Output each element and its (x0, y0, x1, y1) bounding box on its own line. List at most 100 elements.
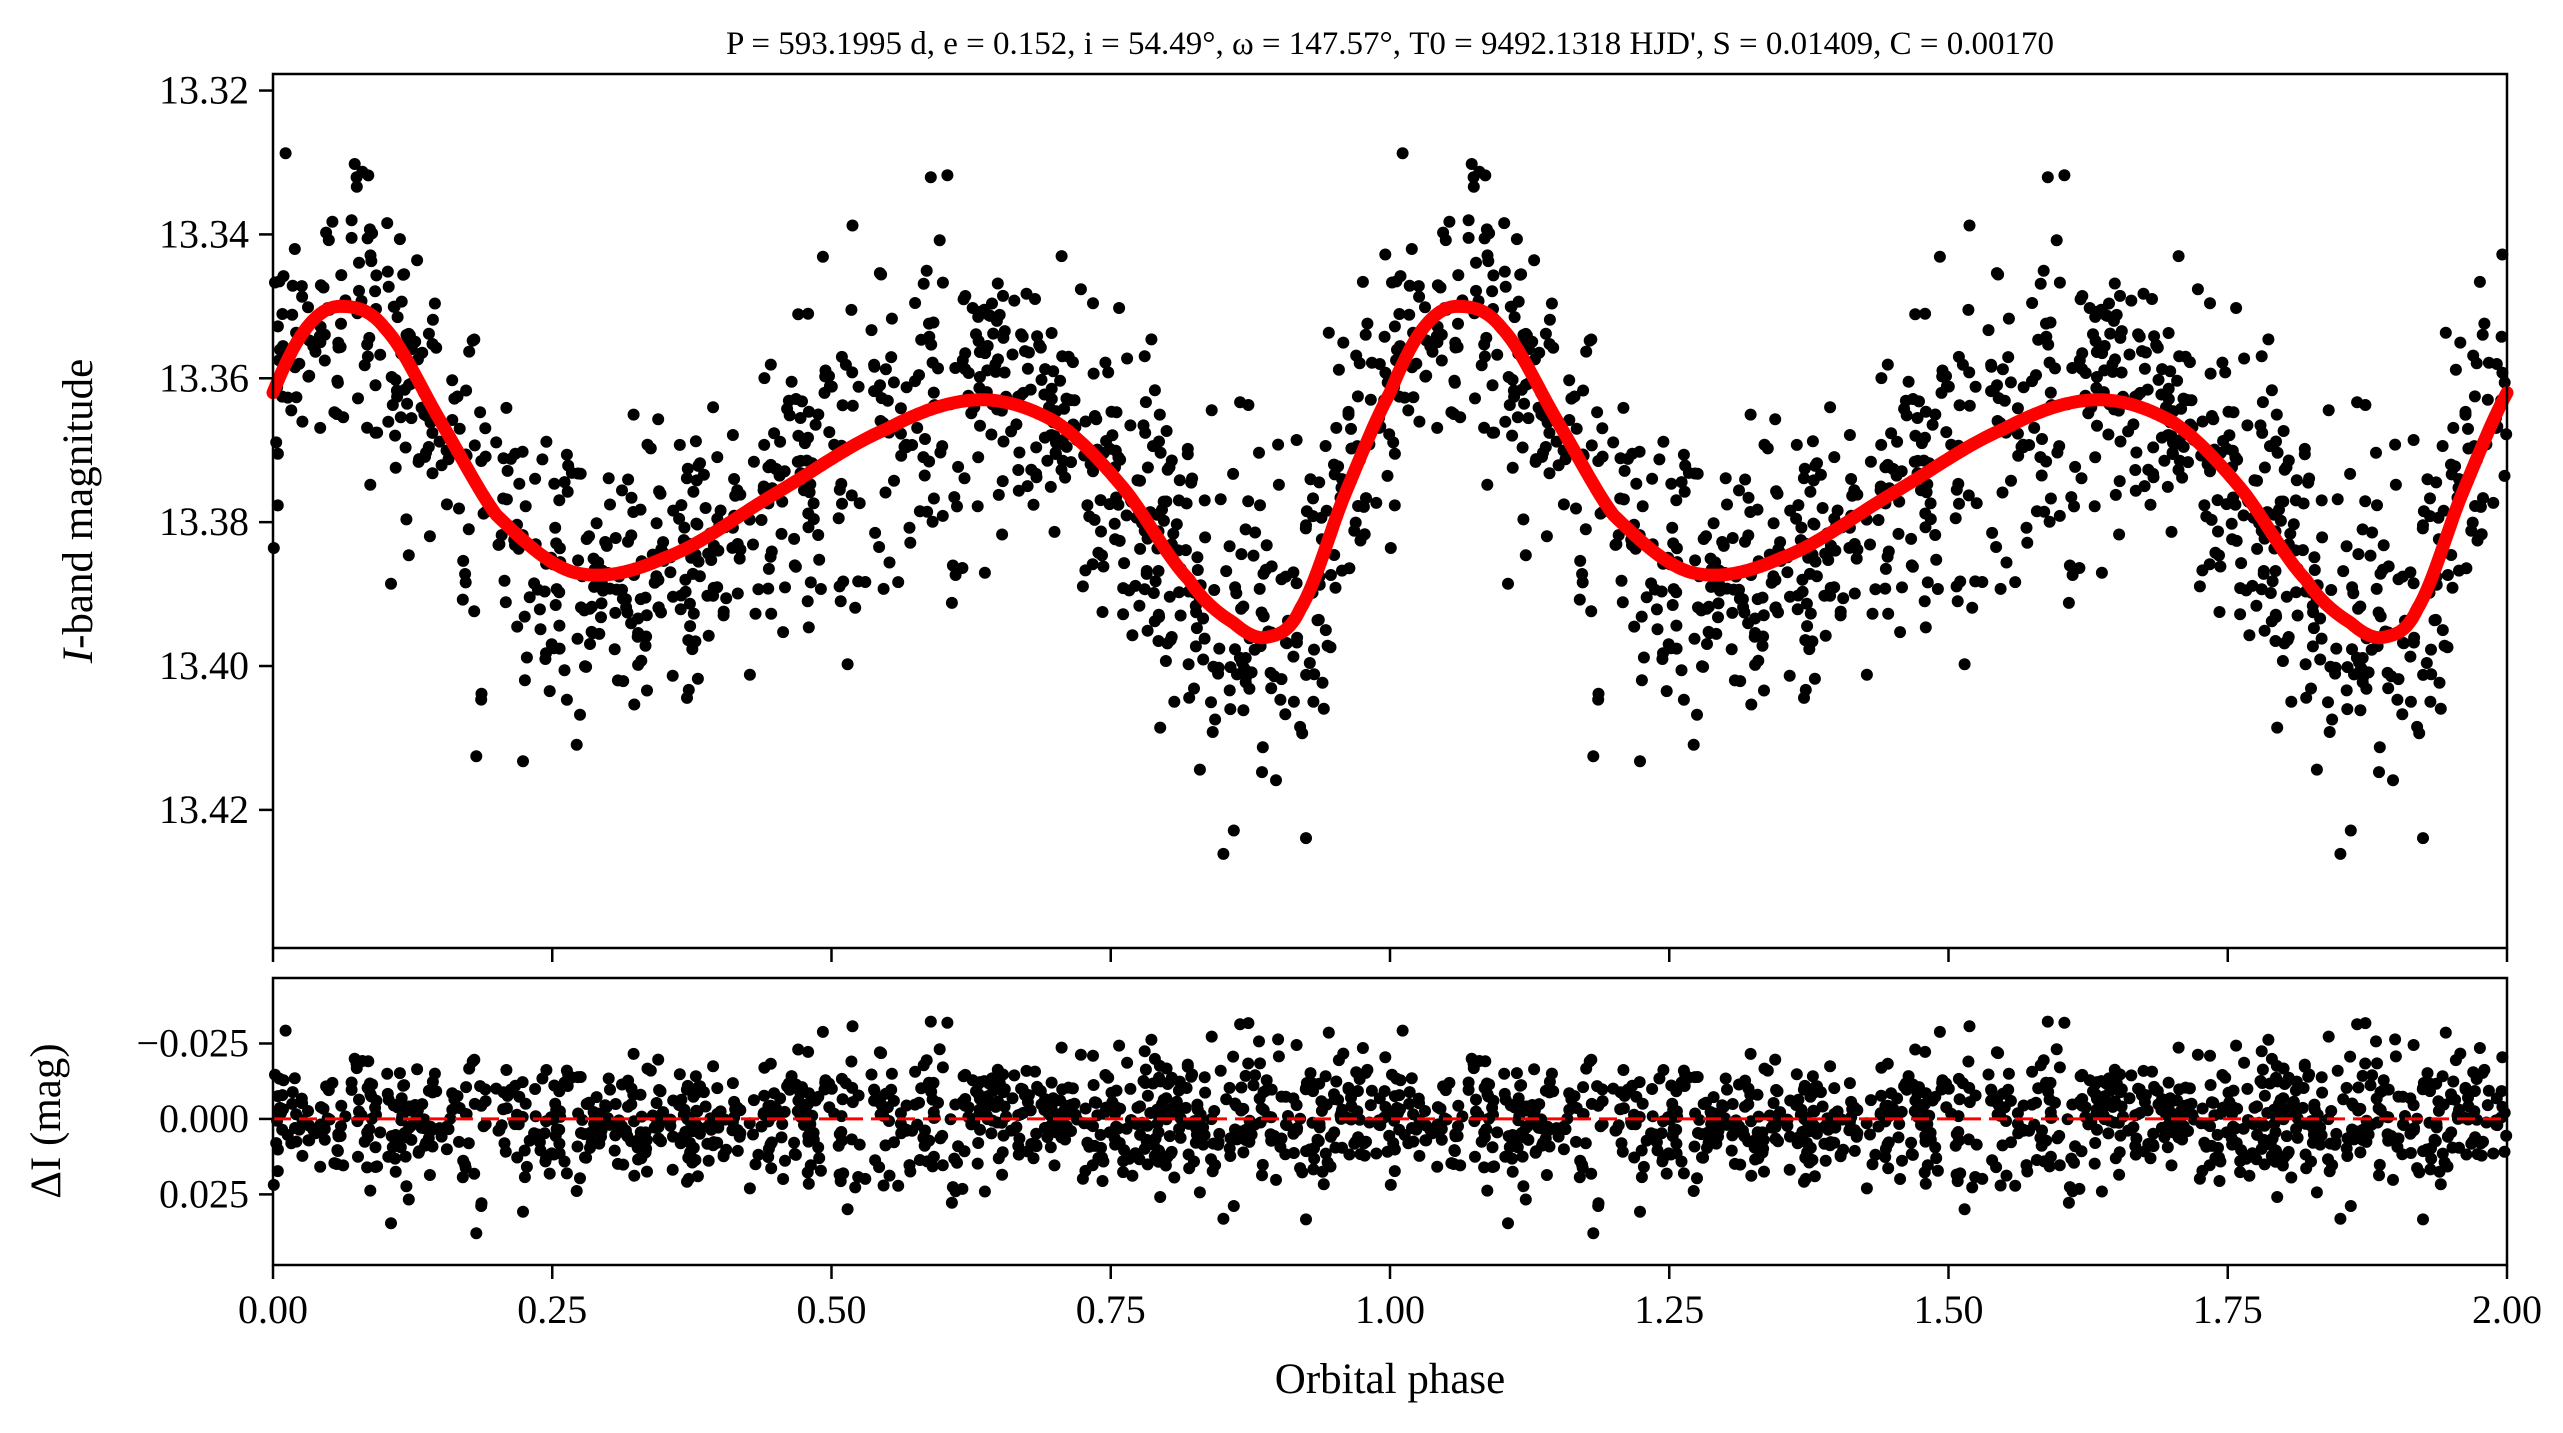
data-point (2114, 331, 2127, 344)
data-point (1701, 638, 1713, 650)
data-point (1094, 494, 1107, 507)
data-point (1848, 587, 1861, 600)
data-point (386, 399, 399, 411)
data-point (927, 386, 940, 399)
data-point (941, 169, 954, 182)
residual-point (971, 1157, 984, 1170)
data-point (1879, 582, 1892, 595)
residual-point (2123, 1092, 2136, 1105)
residual-point (1247, 1079, 1260, 1092)
residual-point (2325, 1105, 2338, 1117)
data-point (2256, 396, 2269, 409)
data-point (1370, 496, 1383, 509)
residual-point (879, 1087, 892, 1100)
residual-point (1349, 1135, 1362, 1148)
data-point (764, 358, 777, 371)
data-point (1851, 488, 1864, 501)
data-point (1953, 399, 1966, 412)
data-point (1744, 408, 1757, 421)
data-point (707, 539, 720, 552)
x-tick-label: 2.00 (2472, 1287, 2542, 1332)
data-point (837, 575, 850, 588)
residual-point (682, 1172, 695, 1185)
data-point (1670, 619, 1683, 632)
data-point (2467, 349, 2480, 362)
data-point (565, 466, 578, 479)
data-point (1229, 581, 1242, 594)
data-point (2096, 347, 2109, 360)
data-point (2009, 576, 2022, 589)
data-point (777, 626, 790, 639)
data-point (523, 591, 536, 604)
residual-point (1138, 1045, 1151, 1058)
residual-point (1315, 1104, 1328, 1117)
data-point (490, 436, 503, 449)
residual-point (749, 1158, 762, 1171)
data-point (764, 550, 777, 563)
residual-point (1869, 1148, 1882, 1161)
residual-point (1255, 1102, 1268, 1115)
residual-point (2356, 1069, 2369, 1082)
residual-point (1864, 1128, 1876, 1141)
residual-point (587, 1106, 600, 1118)
data-point (475, 693, 488, 706)
data-point (1249, 526, 1262, 539)
data-point (493, 538, 506, 551)
data-point (707, 401, 720, 414)
residual-point (2041, 1015, 2054, 1028)
residual-point (1452, 1120, 1464, 1133)
data-point (2276, 655, 2289, 667)
residual-point (2256, 1077, 2269, 1089)
residual-point (518, 1171, 531, 1184)
data-point (1087, 465, 1099, 478)
residual-point (2225, 1132, 2238, 1145)
data-point (422, 327, 435, 340)
data-point (402, 549, 415, 562)
data-point (2229, 498, 2242, 511)
data-point (1312, 613, 1325, 626)
residual-point (1256, 1158, 1269, 1171)
residual-point (2172, 1041, 2185, 1054)
residual-point (2073, 1182, 2086, 1195)
residual-point (477, 1120, 490, 1133)
data-point (1020, 287, 1033, 300)
residual-point (1519, 1193, 1532, 1206)
residual-point (1930, 1152, 1943, 1165)
data-point (345, 214, 358, 227)
residual-point (1186, 1068, 1199, 1081)
data-point (389, 373, 402, 386)
data-point (1653, 453, 1666, 466)
residual-point (1843, 1077, 1856, 1090)
data-point (2053, 440, 2066, 453)
residual-point (1697, 1151, 1710, 1164)
data-point (2495, 330, 2508, 343)
data-point (1157, 514, 1170, 527)
data-point (1809, 459, 1822, 472)
data-point (2439, 326, 2452, 339)
residual-point (345, 1076, 358, 1089)
data-point (1170, 518, 1183, 531)
data-point (1099, 356, 1112, 369)
residual-point (2130, 1132, 2143, 1145)
data-point (442, 453, 455, 466)
data-point (362, 169, 375, 182)
residual-point (1721, 1083, 1733, 1096)
data-point (2420, 657, 2433, 669)
data-point (1508, 311, 1521, 324)
data-point (2478, 317, 2491, 330)
data-point (1707, 517, 1720, 530)
data-point (1926, 418, 1939, 431)
data-point (1148, 384, 1161, 397)
data-point (1186, 472, 1199, 485)
data-point (2290, 586, 2303, 599)
data-point (1268, 670, 1281, 683)
residual-point (2389, 1050, 2402, 1063)
data-point (520, 651, 533, 664)
data-point (1359, 328, 1372, 341)
residual-point (331, 1144, 344, 1157)
data-point (1223, 540, 1236, 553)
data-point (2000, 556, 2013, 569)
residual-point (1013, 1132, 1026, 1145)
data-point (2049, 362, 2061, 375)
data-point (1445, 406, 1458, 419)
